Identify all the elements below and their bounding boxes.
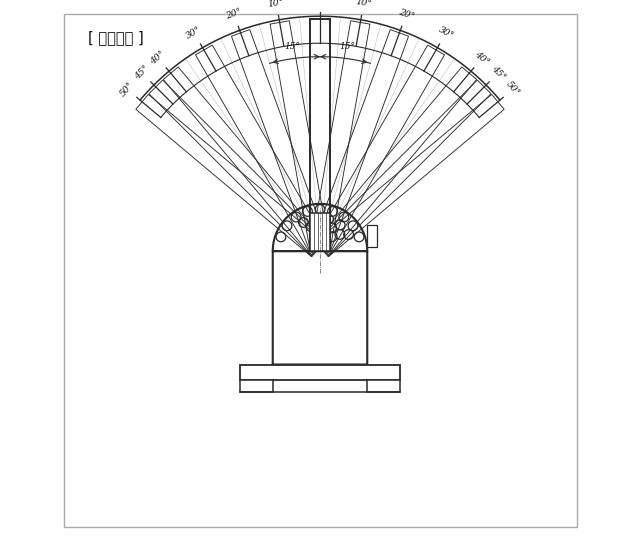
Bar [310, 213, 330, 251]
Text: 30°: 30° [437, 25, 455, 40]
Text: 30°: 30° [185, 25, 203, 40]
Text: 20°: 20° [225, 7, 243, 21]
Bar [241, 380, 273, 392]
Text: 20°: 20° [397, 7, 415, 21]
Bar [241, 364, 399, 380]
Text: 40°: 40° [473, 49, 491, 66]
Text: [ 調整機構 ]: [ 調整機構 ] [88, 30, 143, 45]
Text: 10°: 10° [355, 0, 372, 9]
Text: 50°: 50° [504, 80, 522, 98]
Text: 50°: 50° [118, 80, 136, 98]
Text: 45°: 45° [133, 64, 150, 82]
Text: 45°: 45° [490, 64, 507, 82]
Text: 15°: 15° [285, 42, 301, 51]
Text: 15°: 15° [339, 42, 355, 51]
Text: 40°: 40° [149, 49, 167, 66]
Bar [367, 225, 377, 247]
Bar [367, 380, 399, 392]
Text: 10°: 10° [268, 0, 285, 9]
